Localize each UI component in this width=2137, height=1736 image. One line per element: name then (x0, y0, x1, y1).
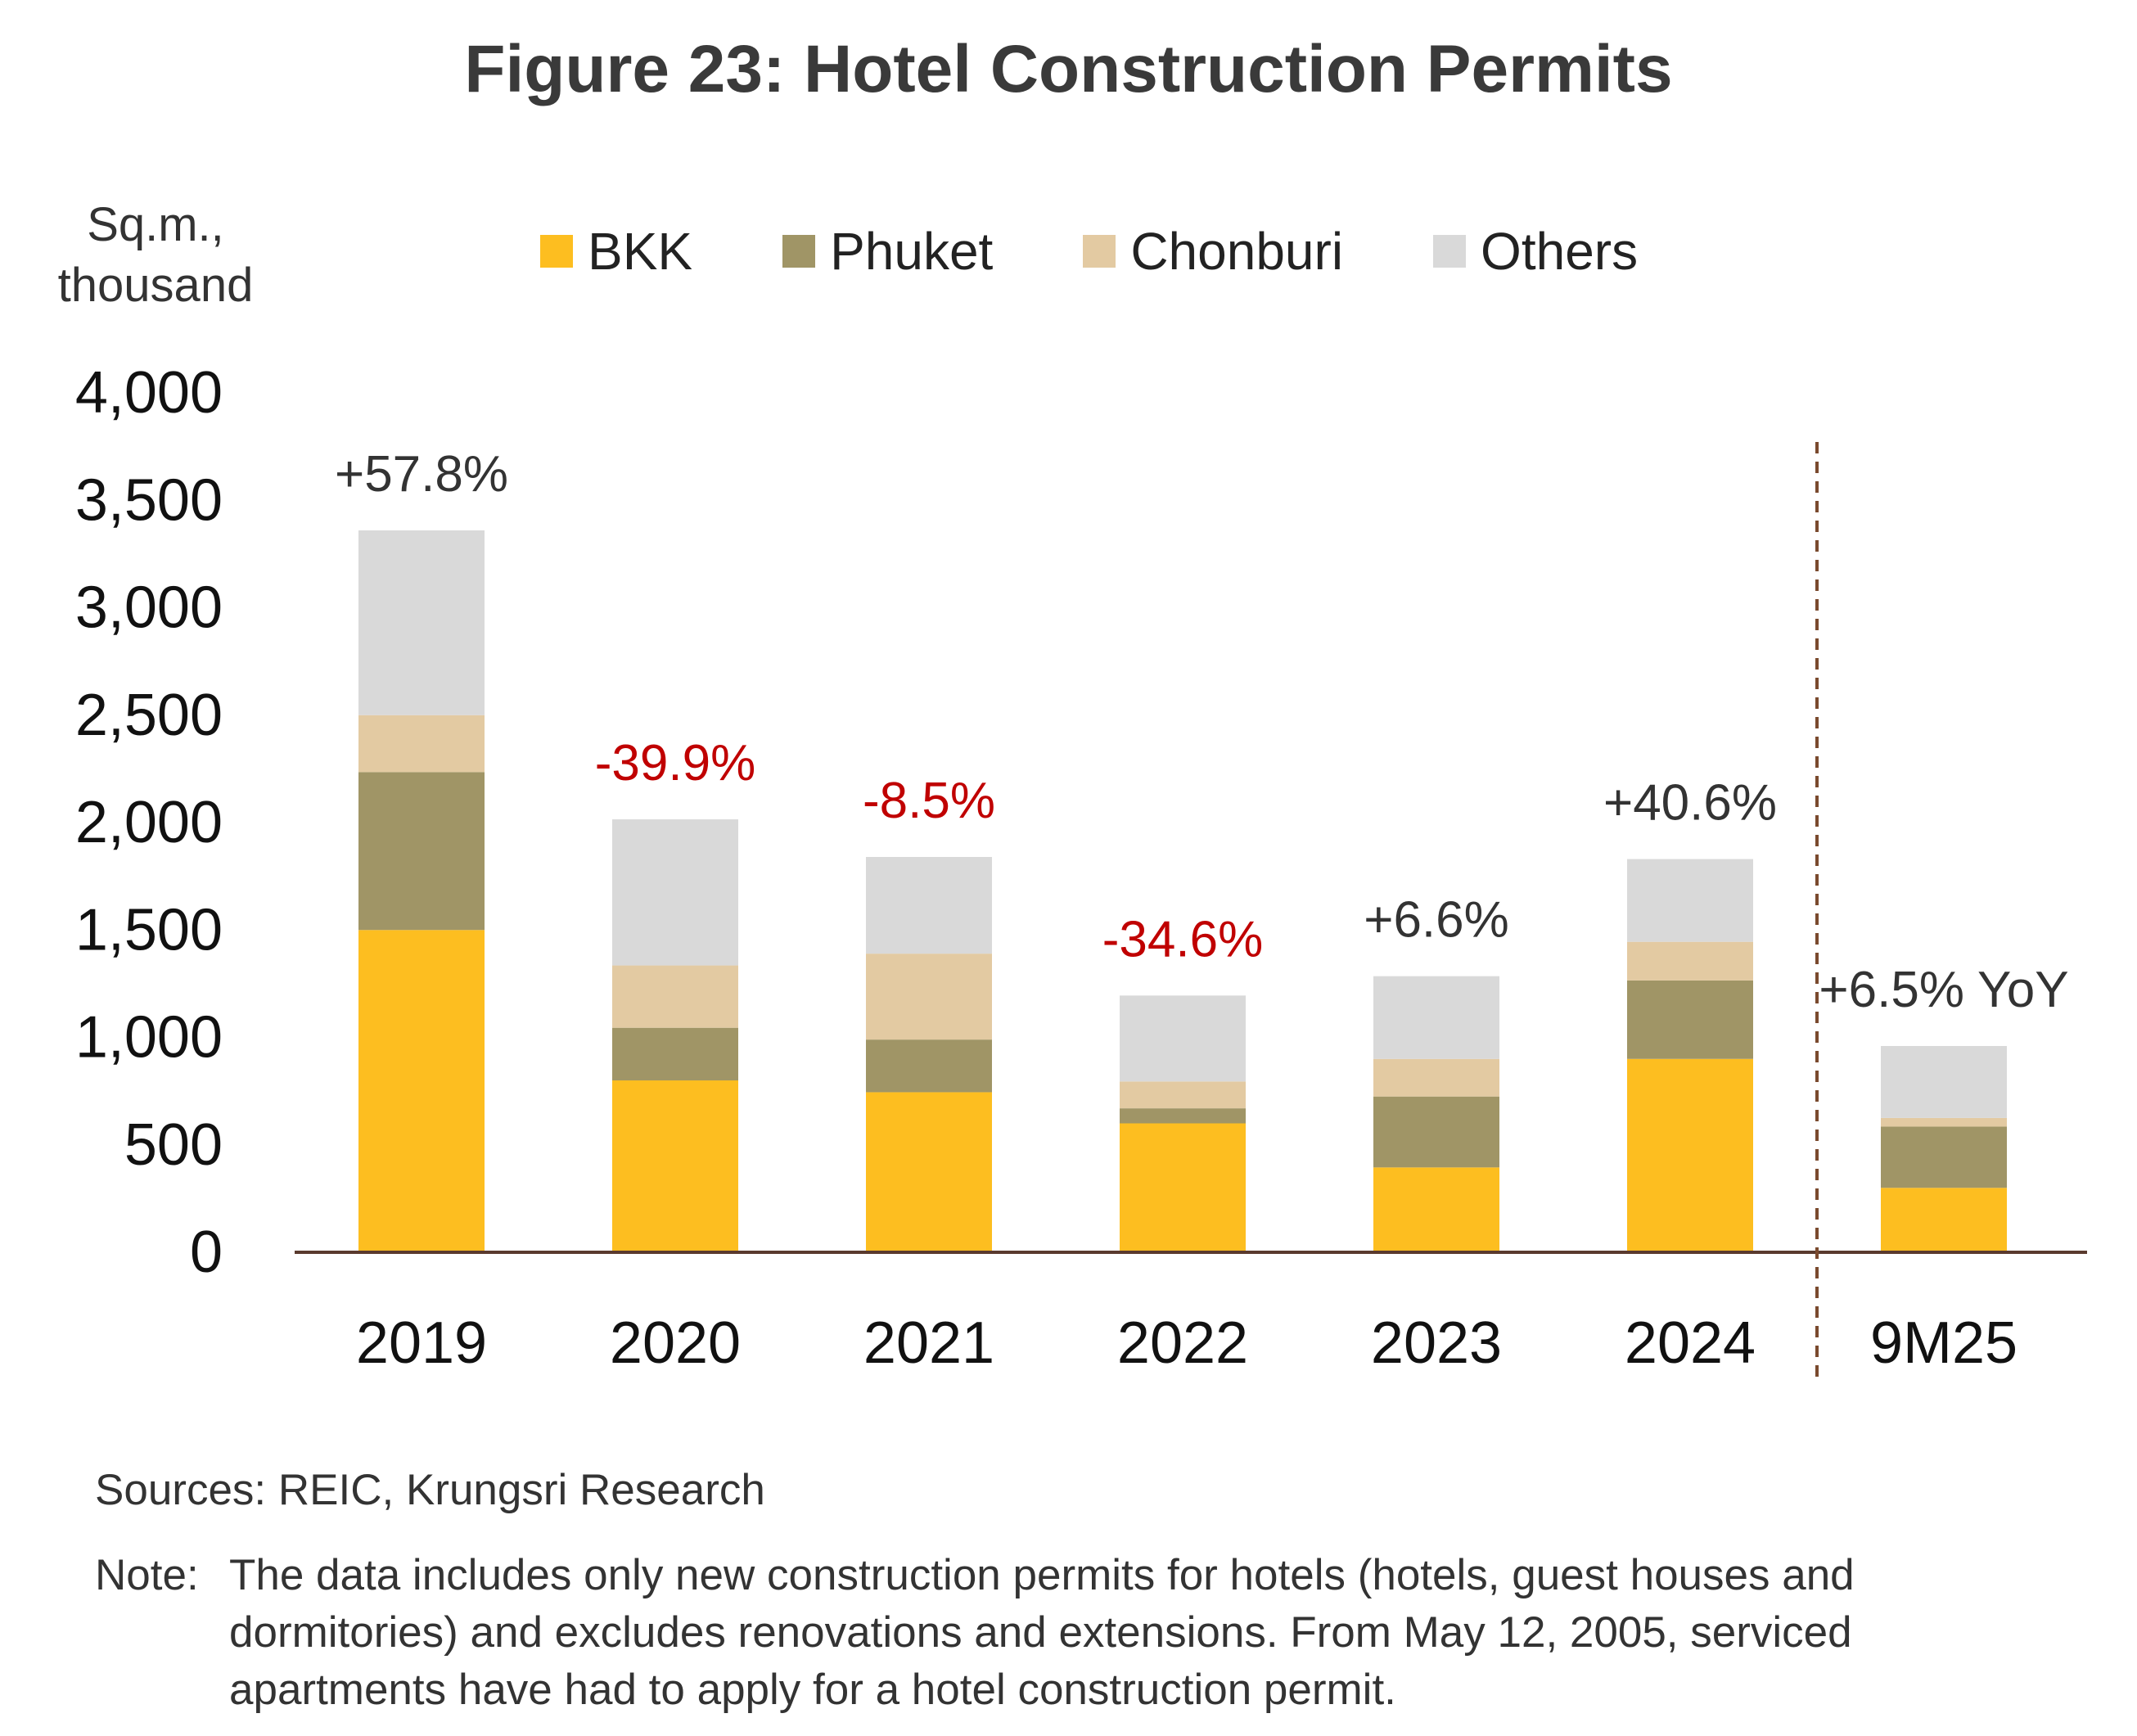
bar-segment-others-2023 (1373, 976, 1499, 1059)
legend-item-chonburi: Chonburi (1083, 221, 1343, 282)
bar-segment-bkk-9m25 (1881, 1188, 2007, 1252)
y-axis-unit-line1: Sq.m., (87, 198, 224, 251)
bar-segment-chonburi-2022 (1120, 1081, 1246, 1109)
growth-annotation: +57.8% (335, 446, 508, 503)
y-axis-unit-label: Sq.m., thousand (33, 195, 278, 316)
x-tick-label: 2024 (1625, 1310, 1756, 1376)
bar-segment-others-2019 (358, 530, 485, 715)
bar-segment-phuket-2022 (1120, 1108, 1246, 1124)
y-tick-label: 3,000 (75, 575, 223, 641)
bar-segment-chonburi-2019 (358, 715, 485, 773)
x-tick-label: 2020 (610, 1310, 741, 1376)
footnote: Note: The data includes only new constru… (95, 1547, 2059, 1719)
y-tick-label: 0 (190, 1220, 223, 1285)
bar-segment-phuket-2023 (1373, 1096, 1499, 1168)
legend-label-chonburi: Chonburi (1130, 222, 1344, 281)
bar-segment-chonburi-9m25 (1881, 1117, 2007, 1127)
bar-segment-others-2022 (1120, 995, 1246, 1082)
growth-annotation: +6.6% (1364, 892, 1509, 949)
bar-segment-others-2021 (866, 857, 992, 954)
footnote-text: The data includes only new construction … (229, 1551, 1855, 1714)
footnote-label: Note: (95, 1551, 199, 1599)
stacked-bar-chart: 0 500 1,000 1,500 2,000 2,500 3,000 3,500 4,000 2… (75, 360, 2087, 1383)
bar-segment-phuket-2021 (866, 1039, 992, 1093)
growth-annotation: -34.6% (1102, 911, 1263, 967)
y-tick-label: 2,000 (75, 790, 223, 855)
legend-item-bkk: BKK (540, 221, 692, 282)
y-tick-label: 2,500 (75, 683, 223, 748)
bar-segment-phuket-2020 (612, 1027, 738, 1080)
x-tick-label: 2021 (863, 1310, 994, 1376)
bar-segment-chonburi-2023 (1373, 1058, 1499, 1097)
bar-segment-bkk-2020 (612, 1080, 738, 1252)
legend-swatch-others (1433, 235, 1467, 268)
x-tick-label: 2022 (1117, 1310, 1248, 1376)
y-axis-unit-line2: thousand (57, 259, 254, 312)
bar-segment-chonburi-2024 (1627, 941, 1753, 981)
growth-annotation: +40.6% (1603, 775, 1777, 832)
x-tick-label: 9M25 (1870, 1310, 2018, 1376)
legend-label-bkk: BKK (588, 222, 693, 281)
x-tick-label: 2023 (1371, 1310, 1502, 1376)
growth-annotation: -39.9% (595, 735, 755, 791)
growth-annotation: +6.5% YoY (1819, 962, 2068, 1018)
legend-swatch-chonburi (1083, 235, 1116, 268)
bar-segment-phuket-9m25 (1881, 1126, 2007, 1188)
bar-segment-chonburi-2021 (866, 954, 992, 1040)
bar-segment-bkk-2023 (1373, 1167, 1499, 1252)
y-tick-label: 1,500 (75, 897, 223, 963)
bar-segment-chonburi-2020 (612, 965, 738, 1028)
bar-segment-others-9m25 (1881, 1046, 2007, 1118)
y-tick-label: 3,500 (75, 467, 223, 533)
legend-label-others: Others (1481, 222, 1639, 281)
y-tick-label: 4,000 (75, 360, 223, 426)
bar-segment-phuket-2024 (1627, 980, 1753, 1059)
bar-segment-bkk-2024 (1627, 1058, 1753, 1252)
source-note: Sources: REIC, Krungsri Research (95, 1466, 765, 1514)
legend-swatch-phuket (782, 235, 816, 268)
legend-swatch-bkk (540, 235, 573, 268)
bar-segment-others-2020 (612, 819, 738, 966)
legend-item-phuket: Phuket (782, 221, 993, 282)
chart-legend: BKK Phuket Chonburi Others (540, 221, 1728, 282)
legend-item-others: Others (1433, 221, 1638, 282)
chart-title: Figure 23: Hotel Construction Permits (464, 32, 1673, 106)
y-tick-label: 1,000 (75, 1005, 223, 1071)
bar-segment-bkk-2022 (1120, 1123, 1246, 1252)
bar-segment-phuket-2019 (358, 772, 485, 931)
y-tick-label: 500 (124, 1112, 223, 1178)
growth-annotation: -8.5% (863, 773, 995, 829)
bar-segment-others-2024 (1627, 859, 1753, 942)
bar-segment-bkk-2021 (866, 1092, 992, 1252)
legend-label-phuket: Phuket (830, 222, 994, 281)
bar-segment-bkk-2019 (358, 930, 485, 1252)
x-tick-label: 2019 (356, 1310, 487, 1376)
